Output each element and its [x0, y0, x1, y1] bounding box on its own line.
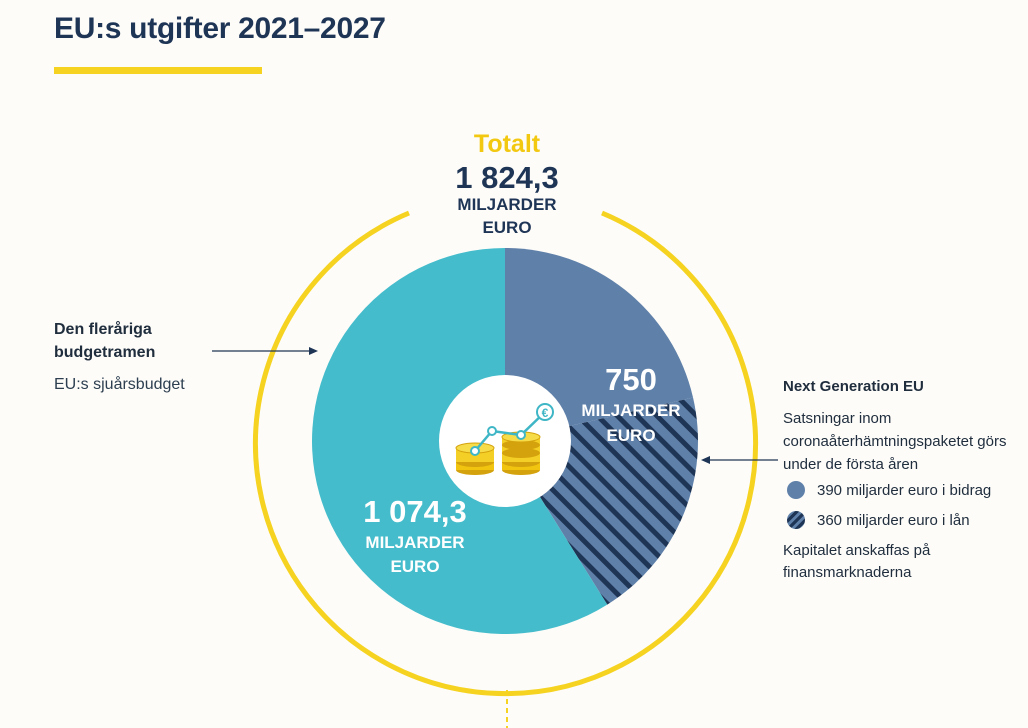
mff-title: Den fleråriga budgetramen — [54, 321, 156, 361]
euro-icon — [536, 403, 554, 421]
ngeu-footnote: Kapitalet anskaffas på finansmarknaderna — [783, 542, 931, 581]
ngeu-title: Next Generation EU — [783, 378, 924, 395]
coins-growth-euro-icon: € — [455, 403, 554, 475]
total-label: Totalt — [474, 130, 541, 158]
total-unit-line1: MILJARDER — [457, 195, 556, 214]
legend-label-grants: 390 miljarder euro i bidrag — [817, 481, 992, 499]
ngeu-unit-line2: EURO — [606, 426, 655, 445]
total-unit-line2: EURO — [482, 218, 531, 237]
legend-item-grants: 390 miljarder euro i bidrag — [787, 481, 991, 499]
pie-slice-next-generation-eu-bidrag — [505, 248, 694, 441]
outer-ring — [253, 210, 758, 697]
svg-text:€: € — [542, 406, 549, 420]
total-value: 1 824,3 — [455, 160, 558, 195]
legend-swatch-solid — [787, 481, 805, 499]
ngeu-description: Satsningar inom coronaåterhämtningspaket… — [783, 410, 1007, 473]
legend-swatch-hatched — [787, 511, 805, 529]
ngeu-pointer-arrow — [701, 456, 778, 464]
legend-label-loans: 360 miljarder euro i lån — [817, 511, 970, 529]
mff-subtitle: EU:s sjuårsbudget — [54, 376, 185, 393]
title-underline — [54, 67, 262, 74]
ngeu-unit-line1: MILJARDER — [581, 401, 680, 420]
mff-unit-line2: EURO — [390, 557, 439, 576]
page-title: EU:s utgifter 2021–2027 — [54, 12, 386, 45]
ngeu-value: 750 — [605, 362, 657, 397]
mff-pointer-arrow — [212, 347, 318, 355]
mff-value: 1 074,3 — [363, 494, 466, 529]
legend-item-loans: 360 miljarder euro i lån — [787, 511, 970, 529]
mff-unit-line1: MILJARDER — [365, 533, 464, 552]
growth-line-icon — [474, 411, 546, 452]
